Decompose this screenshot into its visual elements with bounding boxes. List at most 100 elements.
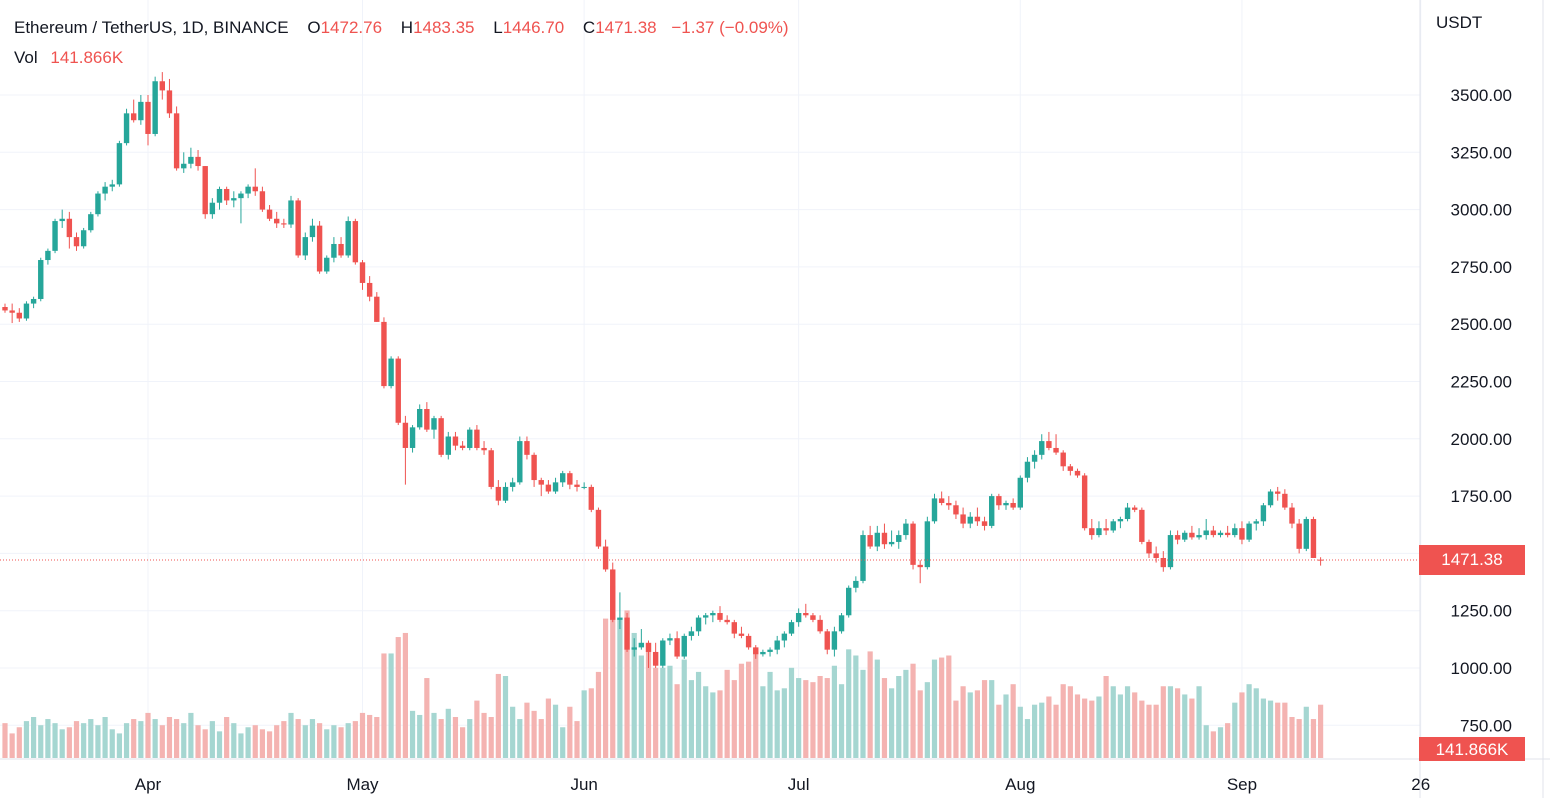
candle-body[interactable] <box>1074 470 1081 476</box>
candle-body[interactable] <box>23 303 30 319</box>
candle-body[interactable] <box>1239 528 1245 540</box>
candle-body[interactable] <box>238 193 244 199</box>
candle-body[interactable] <box>688 631 695 636</box>
candle-body[interactable] <box>1267 491 1274 506</box>
candle-body[interactable] <box>16 312 22 319</box>
candle-body[interactable] <box>946 502 952 506</box>
candle-body[interactable] <box>938 498 945 503</box>
candle-body[interactable] <box>459 445 466 448</box>
candle-body[interactable] <box>595 509 602 547</box>
candle-body[interactable] <box>710 612 716 616</box>
candle-body[interactable] <box>109 184 115 187</box>
candle-body[interactable] <box>1182 532 1188 540</box>
candle-body[interactable] <box>1132 507 1138 510</box>
candle-body[interactable] <box>9 310 15 313</box>
candle-body[interactable] <box>517 441 523 483</box>
candle-body[interactable] <box>159 81 165 91</box>
candle-body[interactable] <box>452 436 459 446</box>
candle-body[interactable] <box>52 221 58 251</box>
candle-body[interactable] <box>1289 507 1295 524</box>
candle-body[interactable] <box>567 473 573 485</box>
candle-body[interactable] <box>803 612 809 616</box>
candle-body[interactable] <box>1296 523 1302 549</box>
candle-body[interactable] <box>924 521 931 568</box>
candle-body[interactable] <box>474 429 480 448</box>
candle-body[interactable] <box>202 166 208 215</box>
candle-body[interactable] <box>717 612 723 620</box>
candle-body[interactable] <box>981 521 988 526</box>
candle-body[interactable] <box>102 186 108 194</box>
candle-body[interactable] <box>1139 509 1145 542</box>
candle-body[interactable] <box>274 218 280 224</box>
candle-body[interactable] <box>309 225 316 238</box>
candle-body[interactable] <box>1217 532 1224 536</box>
candle-body[interactable] <box>445 436 451 455</box>
candle-body[interactable] <box>660 640 666 666</box>
candle-body[interactable] <box>30 298 37 304</box>
candle-body[interactable] <box>80 230 87 247</box>
candle-body[interactable] <box>1210 530 1217 536</box>
candle-body[interactable] <box>431 418 437 430</box>
candle-body[interactable] <box>531 454 537 481</box>
candle-body[interactable] <box>1260 505 1267 522</box>
candle-body[interactable] <box>1039 441 1045 455</box>
candle-body[interactable] <box>188 156 194 164</box>
candle-body[interactable] <box>252 186 258 192</box>
candle-body[interactable] <box>295 200 301 256</box>
candle-body[interactable] <box>488 450 494 487</box>
candle-body[interactable] <box>1096 528 1102 536</box>
candle-body[interactable] <box>753 647 759 655</box>
candle-body[interactable] <box>1310 519 1317 558</box>
candle-body[interactable] <box>1167 535 1174 568</box>
candle-body[interactable] <box>989 496 995 526</box>
candle-body[interactable] <box>145 101 151 134</box>
candle-body[interactable] <box>881 532 888 545</box>
candle-body[interactable] <box>1081 475 1088 529</box>
candle-body[interactable] <box>331 243 337 258</box>
candle-body[interactable] <box>352 221 359 263</box>
currency-label[interactable]: USDT <box>1436 13 1483 32</box>
candle-body[interactable] <box>681 635 687 657</box>
candle-body[interactable] <box>888 541 895 545</box>
candle-body[interactable] <box>1110 521 1116 531</box>
candle-body[interactable] <box>602 546 609 570</box>
candle-body[interactable] <box>45 250 51 261</box>
candle-body[interactable] <box>1053 447 1059 453</box>
candle-body[interactable] <box>181 163 187 169</box>
candle-body[interactable] <box>1153 553 1159 558</box>
candle-body[interactable] <box>467 429 473 448</box>
candle-body[interactable] <box>359 262 366 283</box>
candle-body[interactable] <box>1031 454 1038 462</box>
candle-body[interactable] <box>774 640 780 650</box>
candle-body[interactable] <box>1017 477 1023 508</box>
candle-body[interactable] <box>2 307 8 311</box>
candle-body[interactable] <box>495 486 502 501</box>
candle-body[interactable] <box>223 188 230 201</box>
candle-body[interactable] <box>374 296 380 322</box>
candle-body[interactable] <box>960 514 966 524</box>
candle-body[interactable] <box>509 482 516 487</box>
candle-body[interactable] <box>896 535 902 542</box>
candle-body[interactable] <box>1060 452 1066 467</box>
candle-body[interactable] <box>638 642 645 648</box>
candle-body[interactable] <box>381 321 387 387</box>
candle-body[interactable] <box>1117 519 1124 522</box>
candle-body[interactable] <box>695 617 702 632</box>
candle-body[interactable] <box>502 486 509 501</box>
candle-body[interactable] <box>417 409 423 428</box>
candle-body[interactable] <box>302 237 308 256</box>
candle-body[interactable] <box>409 427 416 448</box>
candle-body[interactable] <box>731 622 737 634</box>
candle-body[interactable] <box>703 615 709 618</box>
candle-body[interactable] <box>588 486 594 510</box>
candle-body[interactable] <box>874 532 880 547</box>
candle-body[interactable] <box>974 516 981 522</box>
candle-body[interactable] <box>581 486 587 488</box>
candle-body[interactable] <box>810 615 816 620</box>
candle-body[interactable] <box>1146 541 1152 554</box>
candle-body[interactable] <box>1124 507 1131 520</box>
candle-body[interactable] <box>552 482 559 492</box>
candle-body[interactable] <box>209 202 216 215</box>
candle-body[interactable] <box>1253 521 1259 524</box>
